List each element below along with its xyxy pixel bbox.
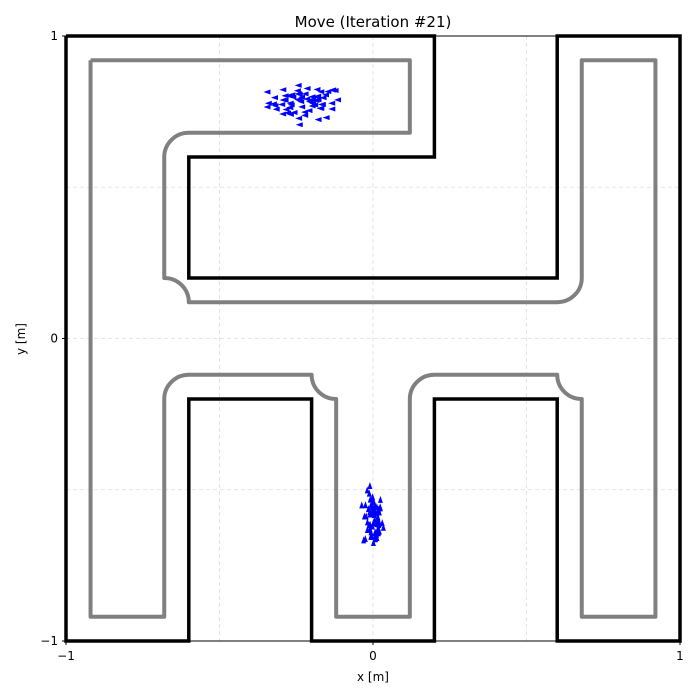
particle-marker bbox=[279, 87, 287, 93]
particle-marker bbox=[372, 528, 378, 536]
particle-marker bbox=[290, 110, 298, 116]
particle-marker bbox=[372, 518, 378, 526]
particle-marker bbox=[282, 106, 290, 112]
particle-marker bbox=[370, 496, 376, 504]
particle-marker bbox=[363, 512, 369, 520]
particle-marker bbox=[314, 97, 322, 103]
particle-marker bbox=[303, 85, 311, 91]
particle-marker bbox=[272, 106, 280, 112]
particle-marker bbox=[377, 495, 383, 503]
particle-marker bbox=[316, 105, 324, 111]
particle-marker bbox=[294, 82, 302, 88]
particle-cluster-0 bbox=[263, 82, 342, 128]
particle-marker bbox=[308, 94, 316, 100]
particle-marker bbox=[298, 94, 306, 100]
particle-marker bbox=[362, 535, 368, 543]
y-tick-label-0: −1 bbox=[40, 634, 58, 648]
particle-marker bbox=[375, 513, 381, 521]
particle-marker bbox=[328, 100, 336, 106]
chart-title: Move (Iteration #21) bbox=[295, 13, 452, 31]
particle-marker bbox=[301, 91, 309, 97]
boundary-layer bbox=[88, 58, 658, 619]
particle-marker bbox=[295, 91, 303, 97]
particle-marker bbox=[263, 104, 271, 110]
particle-cluster-1 bbox=[359, 481, 386, 546]
y-tick-label-1: 0 bbox=[50, 332, 58, 346]
particle-marker bbox=[377, 503, 383, 511]
particle-marker bbox=[278, 102, 286, 108]
particle-marker bbox=[271, 95, 279, 101]
particle-marker bbox=[294, 97, 302, 103]
particle-marker bbox=[321, 92, 329, 98]
particle-marker bbox=[281, 93, 289, 99]
particle-marker bbox=[364, 526, 370, 534]
particle-marker bbox=[362, 501, 368, 509]
particle-marker bbox=[287, 93, 295, 99]
particle-marker bbox=[380, 523, 386, 531]
x-tick-label-0: −1 bbox=[57, 649, 75, 663]
particle-marker bbox=[379, 519, 385, 527]
boundary-line-0 bbox=[88, 58, 658, 619]
particle-marker bbox=[317, 89, 325, 95]
particle-marker bbox=[284, 110, 292, 116]
particle-marker bbox=[329, 87, 337, 93]
particle-marker bbox=[314, 117, 322, 123]
particle-marker bbox=[318, 102, 326, 108]
particle-marker bbox=[298, 104, 306, 110]
y-tick-label-2: 1 bbox=[50, 29, 58, 43]
particle-marker bbox=[269, 101, 277, 107]
particle-marker bbox=[279, 97, 287, 103]
particle-marker bbox=[295, 115, 303, 121]
particle-marker bbox=[293, 88, 301, 94]
x-tick-label-2: 1 bbox=[676, 649, 684, 663]
particle-marker bbox=[368, 528, 374, 536]
y-axis-label: y [m] bbox=[14, 323, 28, 355]
particle-layer bbox=[263, 82, 386, 546]
particle-marker bbox=[375, 523, 381, 531]
particle-marker bbox=[367, 510, 373, 518]
particle-marker bbox=[369, 501, 375, 509]
particle-marker bbox=[263, 89, 271, 95]
particle-marker bbox=[334, 97, 342, 103]
x-tick-label-1: 0 bbox=[369, 649, 377, 663]
particle-marker bbox=[264, 100, 272, 106]
particle-marker bbox=[367, 495, 373, 503]
x-axis-label: x [m] bbox=[357, 670, 389, 684]
particle-marker bbox=[319, 95, 327, 101]
particle-marker bbox=[295, 122, 303, 128]
particle-marker bbox=[374, 509, 380, 517]
particle-marker bbox=[286, 100, 294, 106]
particle-marker bbox=[374, 503, 380, 511]
particle-marker bbox=[286, 105, 294, 111]
particle-marker bbox=[311, 102, 319, 108]
particle-marker bbox=[328, 106, 336, 112]
particle-marker bbox=[305, 108, 313, 114]
particle-marker bbox=[306, 97, 314, 103]
particle-marker bbox=[313, 87, 321, 93]
particle-marker bbox=[359, 501, 365, 509]
particle-marker bbox=[314, 93, 322, 99]
particle-marker bbox=[366, 521, 372, 529]
particle-marker bbox=[322, 115, 330, 121]
particle-marker bbox=[370, 538, 376, 546]
particle-marker bbox=[367, 481, 373, 489]
particle-marker bbox=[301, 112, 309, 118]
tick-layer: −1 0 1 −1 0 1 bbox=[40, 29, 684, 663]
particle-marker bbox=[364, 486, 370, 494]
